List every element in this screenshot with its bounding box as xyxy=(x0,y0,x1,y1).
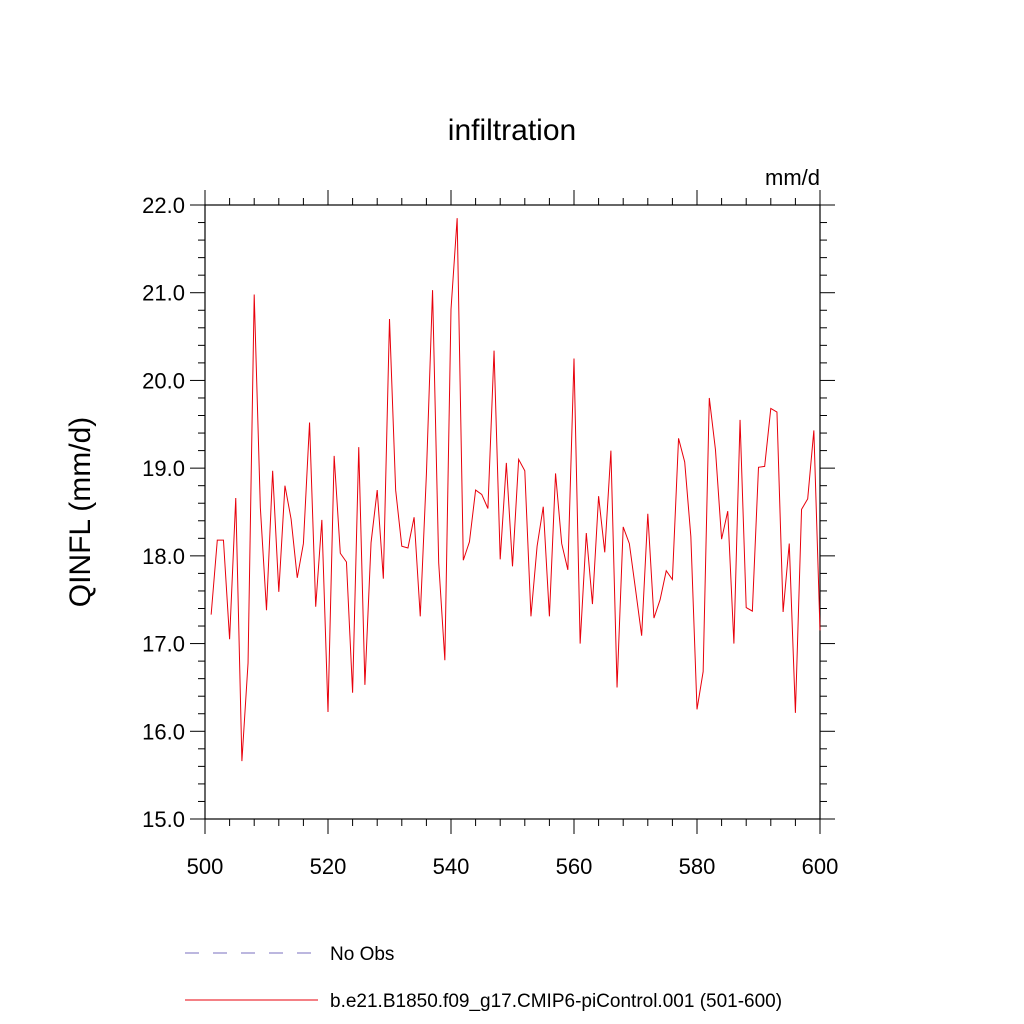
y-tick-label: 15.0 xyxy=(142,807,185,832)
units-label: mm/d xyxy=(765,165,820,190)
x-tick-label: 520 xyxy=(310,854,347,879)
y-tick-label: 20.0 xyxy=(142,368,185,393)
series-layer xyxy=(210,218,821,762)
plot-frame xyxy=(204,204,821,820)
y-tick-label: 18.0 xyxy=(142,544,185,569)
x-tick-label: 540 xyxy=(433,854,470,879)
y-tick-label: 21.0 xyxy=(142,281,185,306)
legend-label-1: b.e21.B1850.f09_g17.CMIP6-piControl.001 … xyxy=(330,991,782,1012)
y-axis-label: QINFL (mm/d) xyxy=(64,417,97,608)
chart-title: infiltration xyxy=(448,114,576,147)
y-tick-label: 17.0 xyxy=(142,632,185,657)
x-tick-label: 500 xyxy=(187,854,224,879)
legend: No Obs b.e21.B1850.f09_g17.CMIP6-piContro… xyxy=(185,944,782,1012)
axes: 15.0 16.0 17.0 18.0 19.0 20.0 21.0 22.0 500 520 54… xyxy=(142,190,838,879)
legend-label-0: No Obs xyxy=(330,944,394,965)
y-tick-label: 22.0 xyxy=(142,193,185,218)
x-tick-label: 560 xyxy=(556,854,593,879)
y-tick-label: 16.0 xyxy=(142,719,185,744)
series-line-1 xyxy=(210,218,821,762)
y-tick-label: 19.0 xyxy=(142,456,185,481)
x-tick-label: 600 xyxy=(802,854,839,879)
x-tick-label: 580 xyxy=(679,854,716,879)
